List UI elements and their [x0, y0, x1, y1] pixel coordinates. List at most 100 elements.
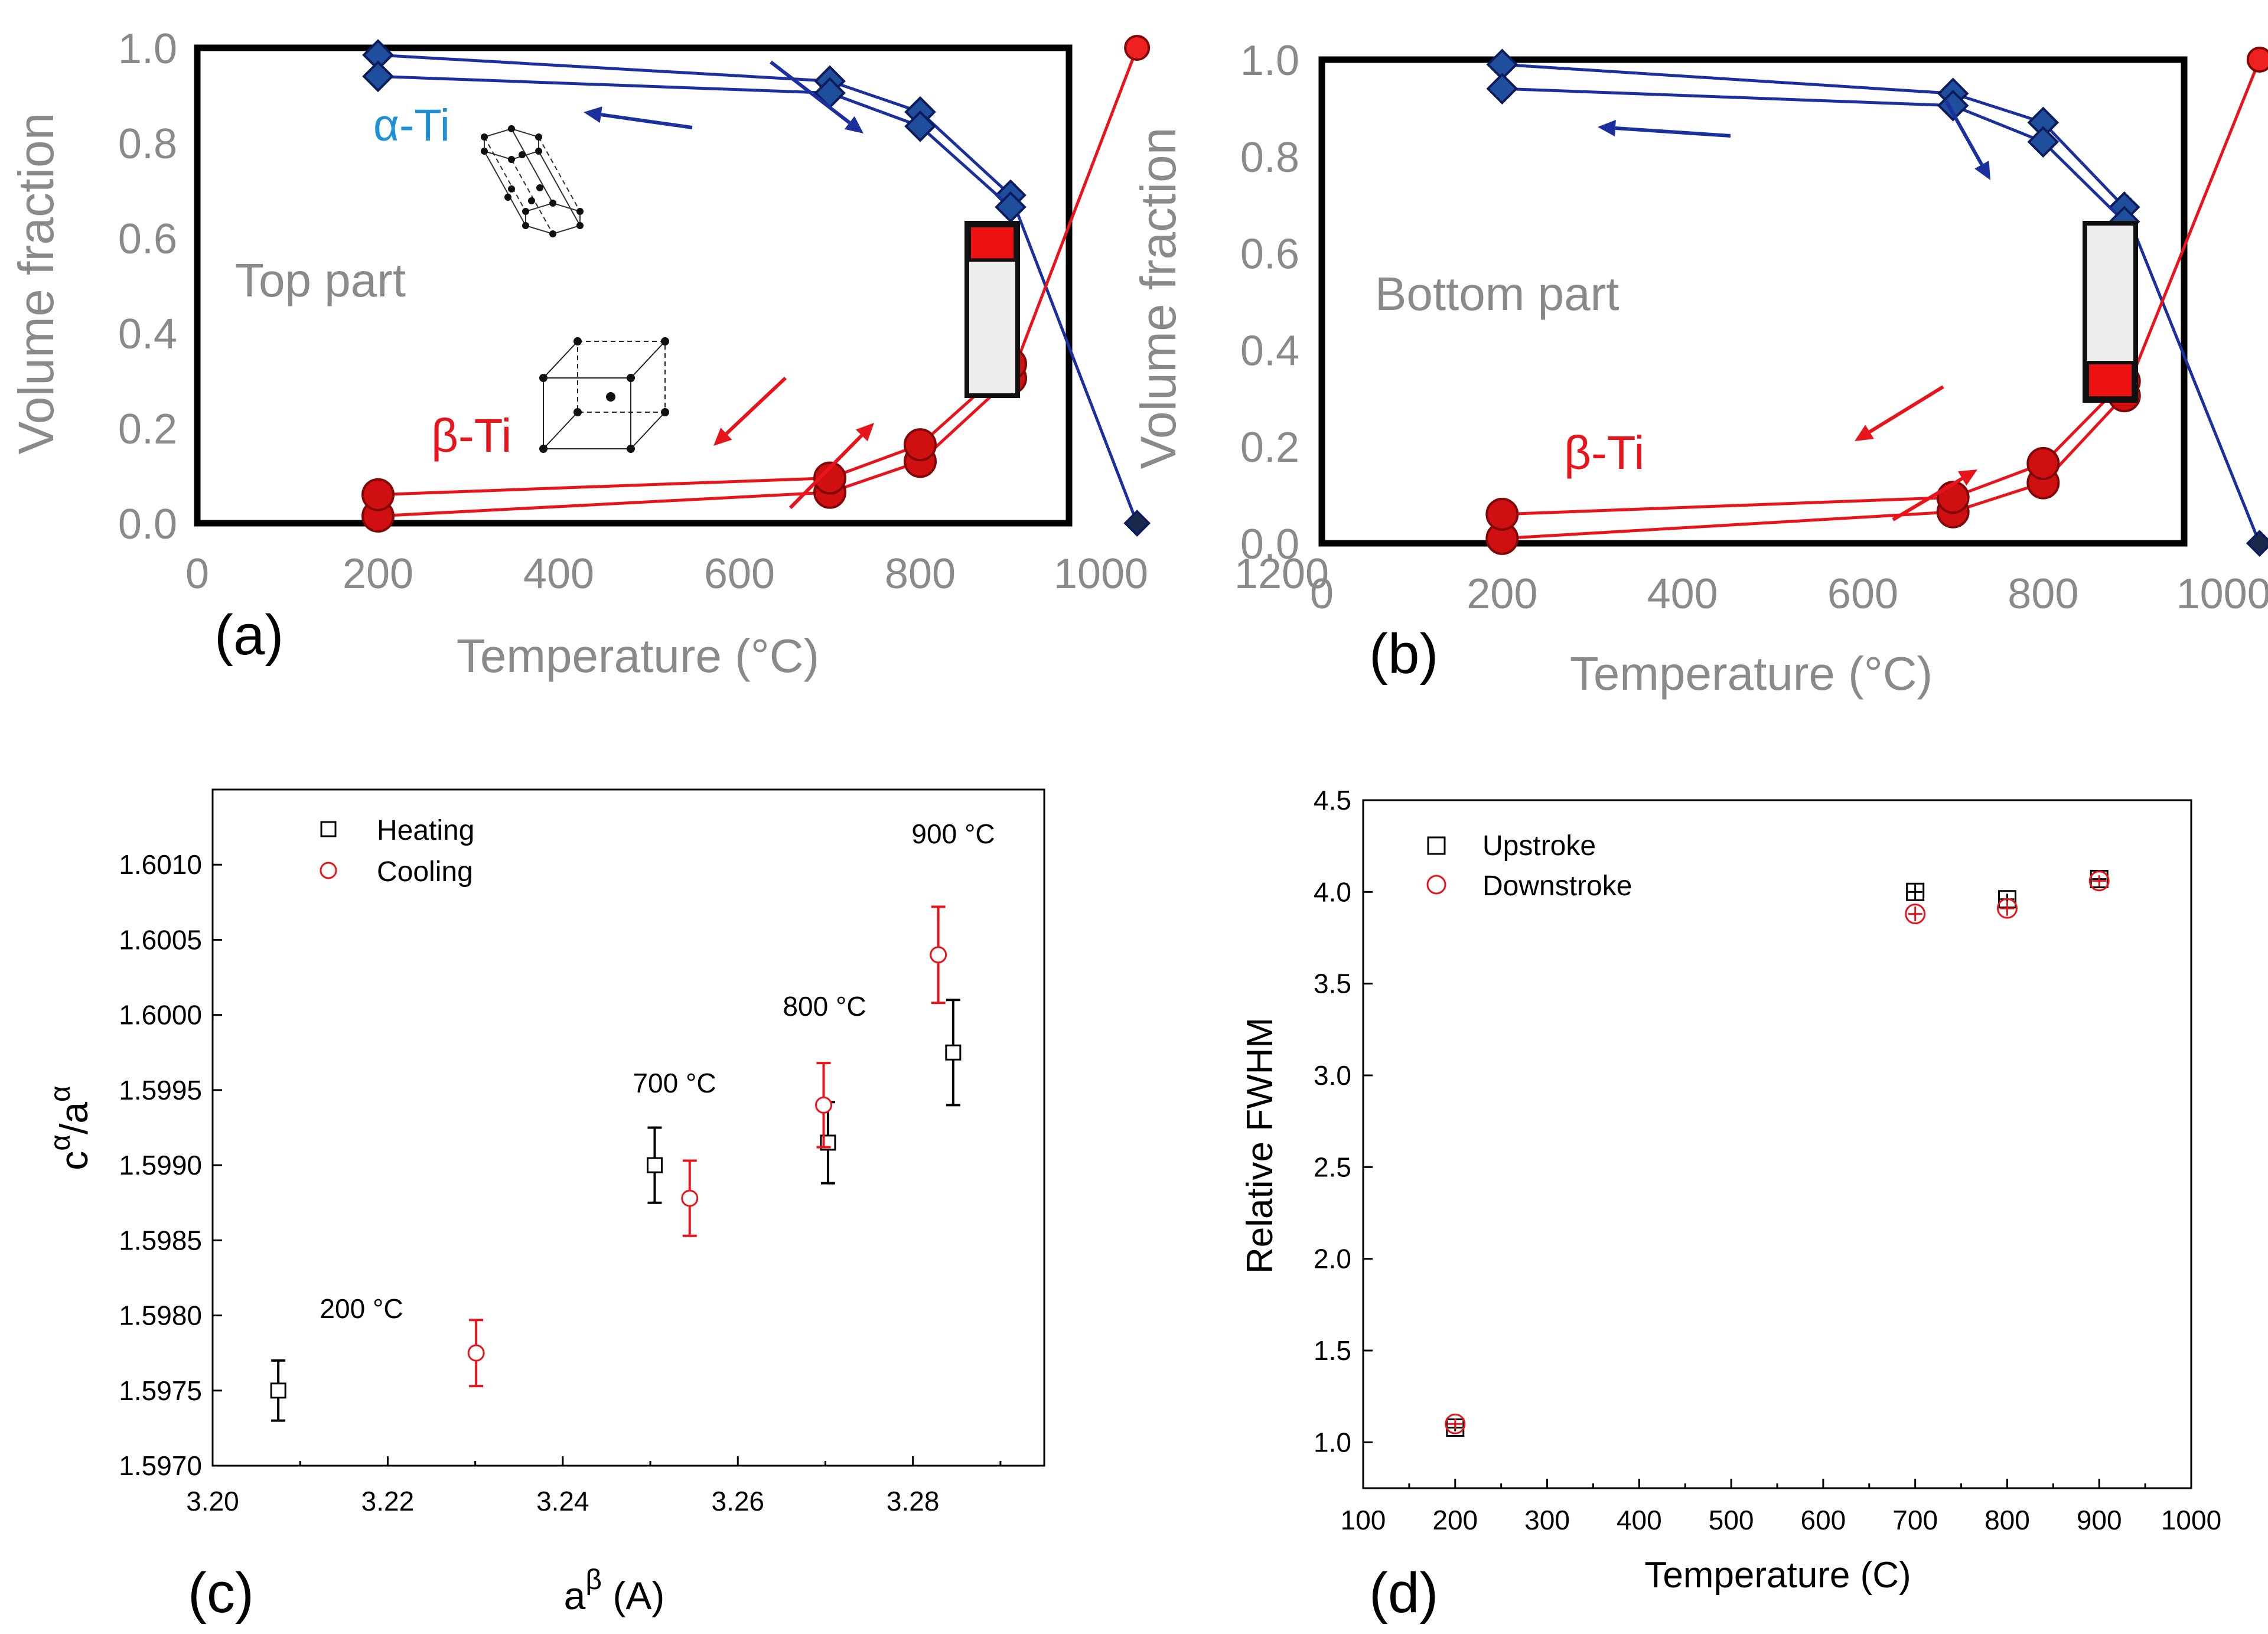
y-axis-title: Volume fraction [1130, 128, 1186, 469]
x-tick-label: 3.20 [186, 1486, 239, 1516]
panel-label: (a) [214, 604, 284, 667]
alpha-ti-point [1937, 89, 1969, 122]
series-line [1502, 87, 2126, 223]
hcp-atom [522, 208, 529, 215]
bcc-center-atom [606, 392, 615, 402]
downstroke-point [1445, 1413, 1466, 1434]
cooling-point [467, 1344, 485, 1362]
bcc-edge [543, 341, 578, 379]
cooling-point [930, 946, 947, 964]
arrowhead [584, 106, 602, 123]
part-annotation: Bottom part [1375, 268, 1619, 320]
y-title-c: c [52, 1151, 96, 1170]
y-tick-label: 0.6 [1240, 231, 1299, 278]
x-title-unit: (A) [602, 1574, 664, 1617]
arrowhead [1974, 160, 1990, 180]
y-title-sup2: α [45, 1085, 76, 1102]
bcc-atom [661, 337, 669, 345]
beta-ti-point [813, 461, 846, 495]
x-tick-label: 600 [1827, 570, 1898, 618]
y-tick-label: 0.0 [118, 501, 177, 548]
y-tick-label: 1.5985 [119, 1225, 202, 1255]
alpha-ti-point [2246, 530, 2268, 557]
beta-ti-point [1936, 481, 1970, 514]
heating-point [646, 1157, 663, 1173]
alpha-ti-label: α-Ti [373, 100, 450, 151]
x-tick-label: 1000 [1054, 550, 1148, 598]
beta-region [967, 224, 1017, 262]
bcc-atom [627, 445, 635, 453]
legend-upstroke-marker [1427, 836, 1446, 855]
hcp-edge [484, 136, 526, 212]
y-tick-label: 3.5 [1314, 968, 1351, 999]
x-tick-label: 1000 [2161, 1505, 2221, 1535]
x-tick-label: 0 [185, 550, 209, 598]
x-title-main: a [564, 1574, 586, 1617]
plot-frame [1362, 799, 2192, 1489]
hcp-lattice-icon [481, 125, 584, 237]
y-tick-label: 4.5 [1314, 785, 1351, 816]
x-tick-label: 300 [1524, 1505, 1570, 1535]
x-tick-label: 600 [704, 550, 775, 598]
x-tick-label: 1200 [1234, 550, 1329, 598]
bcc-atom [627, 374, 635, 382]
bcc-atom [573, 337, 582, 345]
cooling-point [681, 1189, 699, 1207]
legend-heating-marker [320, 821, 337, 837]
y-axis-title: cα/aα [45, 1085, 96, 1170]
bcc-back-face [577, 341, 666, 413]
panel-c: 3.20 3.22 3.24 3.26 3.28 1.5970 1.5975 1.5980 1.… [45, 788, 1045, 1625]
y-axis-title: Volume fraction [8, 113, 64, 455]
hcp-atom [549, 200, 556, 207]
panel-label: (b) [1369, 622, 1438, 686]
y-tick-label: 1.0 [118, 25, 177, 73]
x-tick-label: 800 [885, 550, 956, 598]
y-tick-label: 2.5 [1314, 1152, 1351, 1182]
plot-frame [1318, 56, 2188, 547]
arrowhead [1598, 120, 1616, 136]
x-axis-title: Temperature (°C) [457, 630, 819, 682]
hcp-atom [536, 184, 543, 191]
direction-arrow [770, 60, 851, 125]
x-tick-label: 200 [343, 550, 413, 598]
x-tick-label: 700 [1892, 1505, 1938, 1535]
direction-arrow [1869, 385, 1944, 433]
y-tick-label: 1.5 [1314, 1335, 1351, 1366]
arrowhead [713, 428, 732, 446]
hcp-atom [549, 230, 556, 237]
y-tick-label: 1.6000 [119, 1000, 202, 1030]
hcp-atom [535, 148, 542, 155]
downstroke-point [2088, 870, 2110, 892]
series-line [377, 74, 1012, 208]
y-tick-label: 1.6005 [119, 924, 202, 955]
hcp-atom [481, 148, 488, 155]
bcc-atom [539, 445, 548, 453]
x-title-sup: β [585, 1564, 602, 1596]
bcc-atom [539, 374, 548, 382]
hcp-atom [519, 151, 526, 158]
cooling-point [815, 1096, 833, 1114]
y-tick-label: 1.5990 [119, 1150, 202, 1180]
bcc-edge [543, 412, 578, 449]
y-tick-label: 0.2 [1240, 424, 1299, 471]
bcc-lattice-icon [539, 337, 669, 453]
y-tick-label: 1.5975 [119, 1375, 202, 1406]
hcp-atom [535, 133, 542, 141]
alpha-ti-point [1123, 510, 1151, 537]
downstroke-point [1996, 898, 2018, 919]
x-tick-label: 900 [2077, 1505, 2122, 1535]
y-tick-label: 1.6010 [119, 849, 202, 880]
direction-arrow [1892, 477, 1963, 521]
direction-arrow [601, 113, 693, 129]
series-line [1502, 380, 2126, 516]
part-annotation: Top part [235, 254, 406, 306]
beta-ti-point [2246, 47, 2268, 73]
hcp-atom [508, 156, 515, 163]
bcc-edge [630, 341, 666, 379]
panel-label: (c) [188, 1561, 254, 1625]
beta-ti-point [1485, 497, 1519, 531]
alpha-ti-point [362, 60, 394, 93]
y-tick-label: 0.8 [1240, 134, 1299, 181]
